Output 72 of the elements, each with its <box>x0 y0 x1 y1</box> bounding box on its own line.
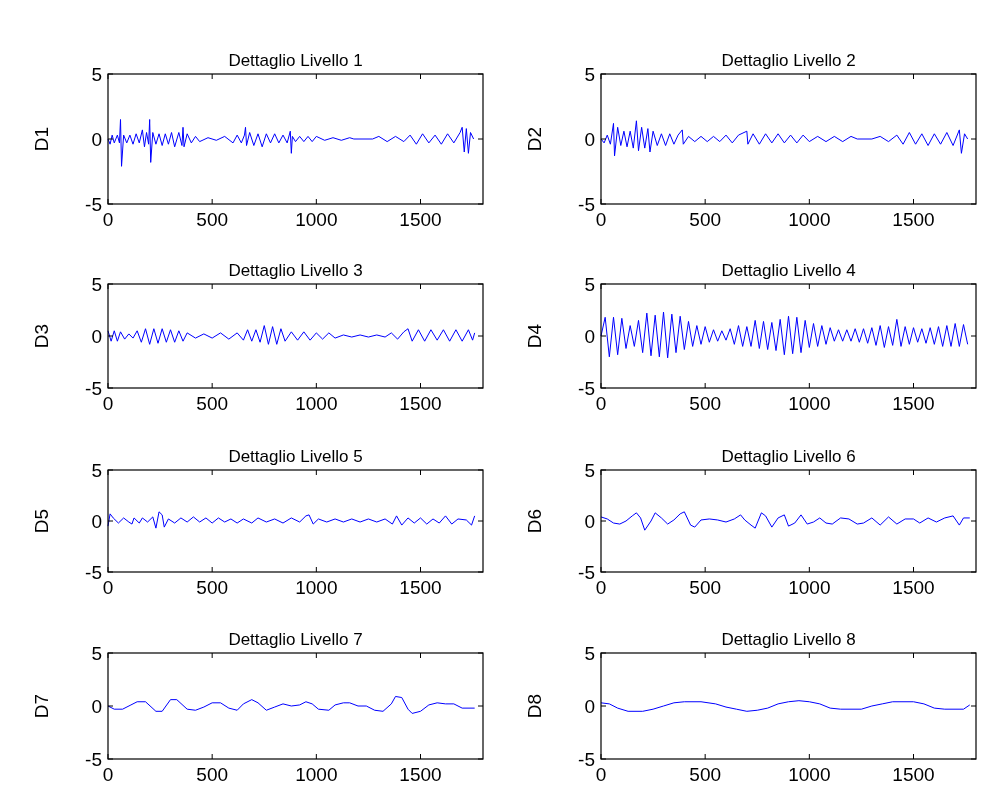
x-tick-label: 1000 <box>295 764 338 785</box>
line-series <box>600 120 969 157</box>
y-tick-label: 0 <box>584 695 595 717</box>
y-tick-label: 0 <box>584 128 595 150</box>
y-tick-label: -5 <box>578 377 595 399</box>
y-axis-title: D8 <box>524 693 545 719</box>
line-series <box>107 325 476 345</box>
x-tick-label: 1500 <box>892 393 935 414</box>
chart-title: Dettaglio Livello 2 <box>721 51 856 70</box>
x-tick-label: 1000 <box>788 393 831 414</box>
y-tick-label: 0 <box>91 128 102 150</box>
y-tick-label: 0 <box>584 510 595 532</box>
x-tick-label: 500 <box>689 577 722 598</box>
y-tick-label: -5 <box>578 561 595 583</box>
x-tick-label: 500 <box>196 209 229 230</box>
line-series <box>107 695 476 714</box>
x-tick-label: 1500 <box>892 209 935 230</box>
x-tick-label: 1500 <box>399 393 442 414</box>
x-tick-label: 1500 <box>399 209 442 230</box>
line-series <box>600 700 971 712</box>
x-tick-label: 500 <box>689 393 722 414</box>
y-tick-label: 0 <box>584 325 595 347</box>
x-tick-label: 1500 <box>399 764 442 785</box>
y-axis-title: D6 <box>524 508 545 534</box>
y-tick-label: 0 <box>91 510 102 532</box>
y-tick-label: 5 <box>91 63 102 85</box>
x-tick-label: 1500 <box>399 577 442 598</box>
x-tick-label: 500 <box>689 764 722 785</box>
y-tick-label: 5 <box>91 642 102 664</box>
y-axis-title: D1 <box>31 126 52 152</box>
x-tick-label: 1000 <box>788 209 831 230</box>
line-series <box>107 511 476 529</box>
y-tick-label: -5 <box>85 193 102 215</box>
x-tick-label: 500 <box>196 577 229 598</box>
y-tick-label: -5 <box>85 561 102 583</box>
chart-title: Dettaglio Livello 8 <box>721 630 856 649</box>
y-axis-title: D7 <box>31 693 52 719</box>
x-tick-label: 1500 <box>892 577 935 598</box>
y-tick-label: -5 <box>578 748 595 770</box>
x-tick-label: 500 <box>196 764 229 785</box>
x-tick-label: 1000 <box>295 393 338 414</box>
y-tick-label: 5 <box>584 642 595 664</box>
x-tick-label: 1000 <box>295 209 338 230</box>
y-axis-title: D5 <box>31 508 52 534</box>
y-axis-title: D4 <box>524 323 545 349</box>
x-tick-label: 500 <box>689 209 722 230</box>
x-tick-label: 1000 <box>788 764 831 785</box>
line-series <box>107 119 475 167</box>
y-tick-label: -5 <box>578 193 595 215</box>
chart-title: Dettaglio Livello 7 <box>228 630 363 649</box>
x-tick-label: 1000 <box>295 577 338 598</box>
chart-title: Dettaglio Livello 5 <box>228 447 363 466</box>
y-tick-label: 5 <box>584 63 595 85</box>
y-tick-label: -5 <box>85 377 102 399</box>
x-tick-label: 1000 <box>788 577 831 598</box>
chart-title: Dettaglio Livello 4 <box>721 261 856 280</box>
y-axis-title: D2 <box>524 126 545 152</box>
y-axis-title: D3 <box>31 323 52 349</box>
y-tick-label: 5 <box>584 273 595 295</box>
y-tick-label: 5 <box>584 459 595 481</box>
chart-title: Dettaglio Livello 3 <box>228 261 363 280</box>
x-tick-label: 500 <box>196 393 229 414</box>
y-tick-label: 0 <box>91 325 102 347</box>
y-tick-label: -5 <box>85 748 102 770</box>
line-series <box>600 311 969 359</box>
x-tick-label: 1500 <box>892 764 935 785</box>
chart-title: Dettaglio Livello 6 <box>721 447 856 466</box>
y-tick-label: 5 <box>91 459 102 481</box>
y-tick-label: 0 <box>91 695 102 717</box>
line-series <box>600 511 971 531</box>
y-tick-label: 5 <box>91 273 102 295</box>
chart-title: Dettaglio Livello 1 <box>228 51 363 70</box>
